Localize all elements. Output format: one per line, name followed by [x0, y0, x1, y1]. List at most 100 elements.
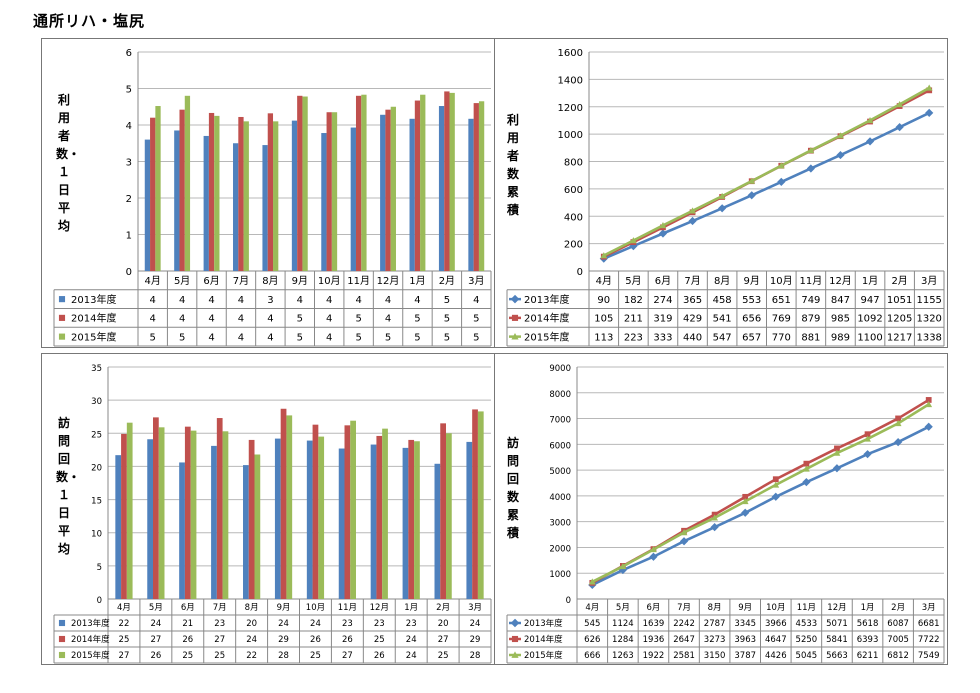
table-cell: 6812: [887, 651, 909, 661]
data-point: [865, 137, 875, 146]
bar: [214, 115, 220, 271]
table-cell: 4: [150, 295, 156, 306]
bar: [306, 440, 313, 599]
table-cell: 27: [438, 635, 449, 645]
chart-users-daily: 0 1 2 3 4 5 6 4月 5月 6月 7月 8月 9月 10月 11月 12月 1月 2月 3月 2013年度…: [53, 48, 492, 347]
table-cell: 4426: [765, 651, 787, 661]
table-cell: 749: [801, 295, 820, 306]
table-cell: 4533: [796, 619, 818, 629]
x-tick-label: 7月: [233, 275, 249, 287]
x-tick-label: 7月: [684, 275, 700, 287]
bar: [174, 130, 180, 271]
table-cell: 5: [444, 295, 450, 306]
y-tick-label: 25: [91, 430, 102, 440]
chart-visits-daily: 0 5 10 15 20 25 30 35 4月 5月 6月 7月 8月 9月 10月 11月 12月 1月 2月 3…: [53, 364, 492, 664]
table-cell: 27: [214, 635, 225, 645]
x-tick-label: 11月: [797, 603, 816, 613]
x-tick-label: 9月: [277, 603, 291, 613]
bar: [390, 106, 396, 271]
bar: [350, 127, 356, 272]
bar: [179, 462, 185, 599]
x-tick-label: 1月: [409, 275, 425, 287]
table-cell: 1051: [887, 295, 912, 306]
table-cell: 2647: [673, 635, 695, 645]
y-tick-label: 6: [126, 48, 132, 59]
table-cell: 25: [119, 635, 130, 645]
bar: [150, 117, 156, 271]
bar: [331, 112, 338, 271]
bar: [233, 143, 239, 271]
table-cell: 223: [624, 332, 643, 343]
x-tick-label: 4月: [145, 275, 161, 287]
legend-label: 2014年度: [71, 634, 110, 645]
series-line: [603, 86, 930, 257]
y-tick-label: 200: [564, 240, 583, 251]
bar: [274, 438, 281, 599]
table-cell: 25: [310, 651, 321, 661]
x-tick-label: 8月: [245, 603, 259, 613]
table-cell: 90: [597, 295, 610, 306]
table-cell: 847: [831, 295, 850, 306]
y-tick-label: 4000: [549, 493, 571, 503]
bar: [385, 109, 391, 271]
table-cell: 2242: [673, 619, 695, 629]
data-point: [864, 435, 871, 442]
table-cell: 5: [355, 314, 361, 325]
data-point: [689, 207, 696, 214]
table-cell: 24: [310, 619, 321, 629]
bar: [262, 145, 268, 271]
bar: [440, 423, 446, 599]
series-line: [591, 403, 930, 583]
table-cell: 4: [385, 314, 391, 325]
bar: [402, 447, 409, 599]
table-cell: 657: [742, 332, 761, 343]
data-point: [588, 578, 596, 585]
y-tick-label: 9000: [549, 364, 571, 374]
table-cell: 113: [594, 332, 613, 343]
x-tick-label: 10月: [766, 603, 785, 613]
x-tick-label: 12月: [370, 603, 389, 613]
data-point: [807, 147, 815, 154]
table-cell: 553: [742, 295, 761, 306]
bar: [238, 116, 244, 271]
table-cell: 4: [385, 295, 391, 306]
y-tick-label: 20: [91, 463, 102, 473]
x-tick-label: 10月: [306, 603, 325, 613]
x-tick-label: 5月: [625, 275, 641, 287]
table-cell: 5: [444, 314, 450, 325]
x-tick-label: 4月: [585, 603, 599, 613]
table-cell: 5: [444, 332, 450, 343]
table-cell: 25: [438, 651, 449, 661]
table-cell: 1124: [612, 619, 634, 629]
data-point: [836, 150, 845, 160]
x-tick-label: 6月: [181, 603, 195, 613]
table-cell: 4: [355, 295, 361, 306]
data-point: [748, 177, 756, 184]
table-cell: 545: [584, 619, 600, 629]
table-cell: 211: [624, 314, 643, 325]
bar: [216, 418, 223, 599]
data-point: [864, 431, 871, 438]
x-tick-label: 5月: [616, 603, 630, 613]
table-cell: 182: [624, 295, 643, 306]
table-cell: 985: [831, 314, 850, 325]
x-tick-label: 9月: [738, 603, 752, 613]
bar: [382, 428, 388, 599]
table-cell: 25: [374, 635, 385, 645]
bar: [370, 444, 377, 599]
bar: [280, 408, 287, 599]
bar: [478, 101, 485, 272]
legend-marker: [58, 635, 66, 643]
bar: [344, 425, 351, 599]
bar: [115, 455, 122, 599]
bar: [286, 415, 293, 599]
data-point: [837, 132, 844, 139]
bar: [477, 411, 484, 599]
table-cell: 365: [683, 295, 702, 306]
data-point: [924, 422, 933, 431]
data-point: [718, 192, 726, 199]
data-point: [680, 529, 688, 536]
table-cell: 440: [683, 332, 702, 343]
bar: [414, 441, 420, 599]
table-cell: 5: [473, 332, 479, 343]
